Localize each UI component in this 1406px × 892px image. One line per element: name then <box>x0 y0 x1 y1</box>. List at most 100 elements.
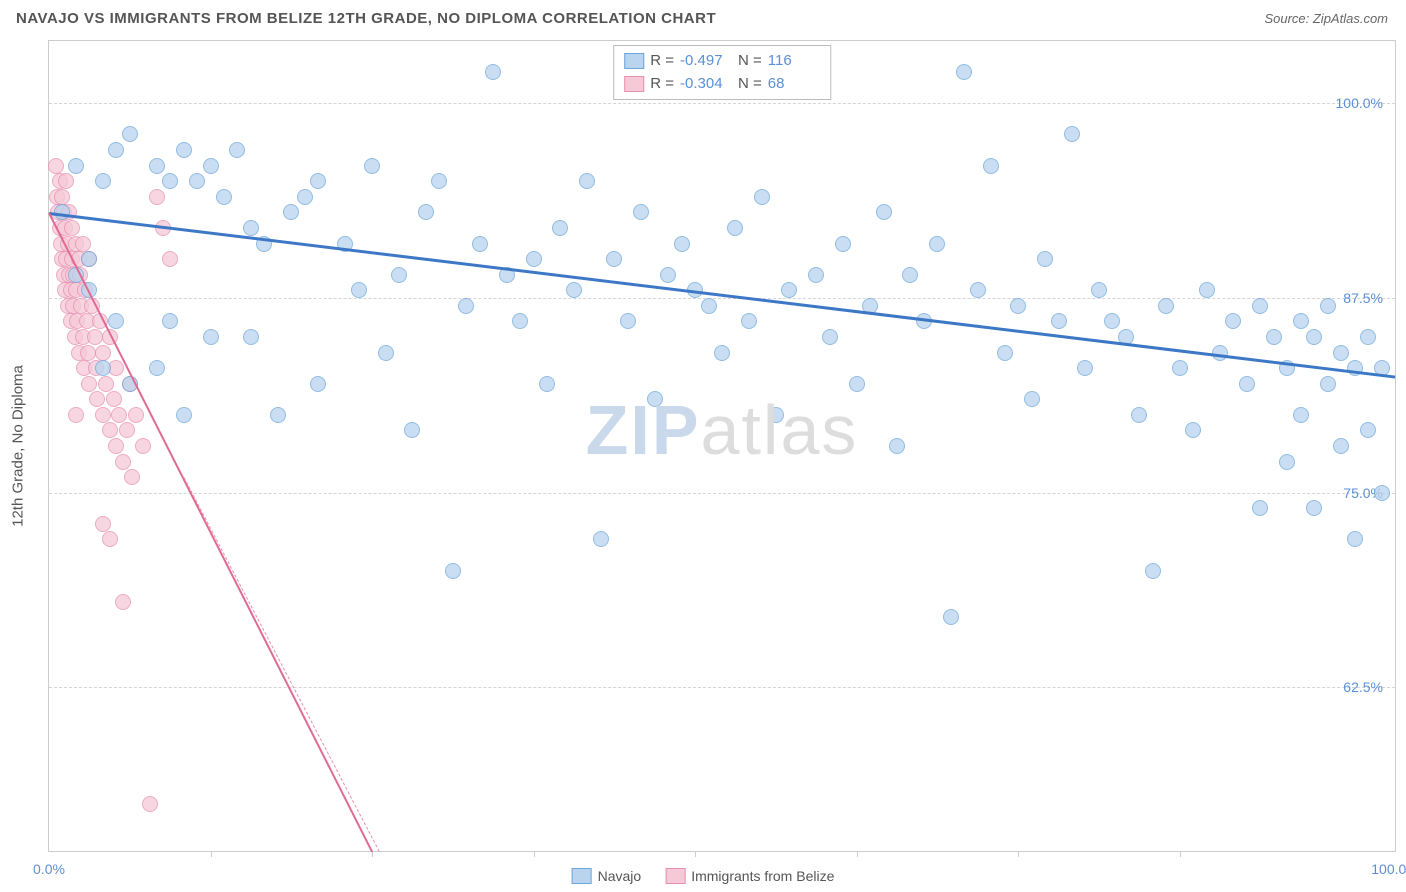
stats-row-belize: R = -0.304 N = 68 <box>624 73 820 96</box>
trendline-belize-ext <box>183 477 379 851</box>
marker-belize <box>58 173 74 189</box>
x-tick-mark <box>534 851 535 857</box>
marker-navajo <box>108 313 124 329</box>
marker-navajo <box>95 360 111 376</box>
marker-belize <box>98 376 114 392</box>
marker-navajo <box>701 298 717 314</box>
marker-belize <box>102 531 118 547</box>
marker-navajo <box>889 438 905 454</box>
legend-label-belize: Immigrants from Belize <box>691 868 834 884</box>
marker-navajo <box>404 422 420 438</box>
n-value-belize: 68 <box>768 73 820 96</box>
marker-belize <box>111 407 127 423</box>
marker-navajo <box>808 267 824 283</box>
marker-navajo <box>526 251 542 267</box>
marker-navajo <box>458 298 474 314</box>
marker-belize <box>80 345 96 361</box>
marker-navajo <box>1051 313 1067 329</box>
marker-navajo <box>485 64 501 80</box>
chart-plot-area: 62.5%75.0%87.5%100.0%0.0%100.0% ZIPatlas… <box>48 40 1396 852</box>
marker-navajo <box>835 236 851 252</box>
swatch-navajo <box>624 53 644 69</box>
marker-navajo <box>1091 282 1107 298</box>
marker-navajo <box>1185 422 1201 438</box>
r-label: R = <box>650 73 674 96</box>
marker-belize <box>81 376 97 392</box>
marker-navajo <box>970 282 986 298</box>
marker-navajo <box>243 329 259 345</box>
y-tick-label: 62.5% <box>1343 679 1383 695</box>
marker-navajo <box>929 236 945 252</box>
marker-navajo <box>176 142 192 158</box>
marker-belize <box>64 220 80 236</box>
marker-navajo <box>1239 376 1255 392</box>
marker-navajo <box>162 173 178 189</box>
marker-belize <box>128 407 144 423</box>
marker-belize <box>162 251 178 267</box>
marker-navajo <box>1293 313 1309 329</box>
marker-navajo <box>849 376 865 392</box>
marker-navajo <box>1064 126 1080 142</box>
marker-navajo <box>162 313 178 329</box>
marker-belize <box>135 438 151 454</box>
marker-navajo <box>1306 500 1322 516</box>
marker-navajo <box>674 236 690 252</box>
marker-belize <box>95 516 111 532</box>
marker-navajo <box>378 345 394 361</box>
legend-item-belize: Immigrants from Belize <box>665 868 834 884</box>
marker-navajo <box>310 376 326 392</box>
trendline-belize <box>48 213 373 853</box>
marker-navajo <box>431 173 447 189</box>
y-tick-label: 87.5% <box>1343 290 1383 306</box>
marker-belize <box>89 391 105 407</box>
n-label: N = <box>738 50 762 73</box>
marker-navajo <box>1024 391 1040 407</box>
marker-navajo <box>633 204 649 220</box>
marker-navajo <box>956 64 972 80</box>
marker-navajo <box>1252 298 1268 314</box>
marker-belize <box>106 391 122 407</box>
marker-navajo <box>1252 500 1268 516</box>
marker-navajo <box>203 329 219 345</box>
marker-navajo <box>876 204 892 220</box>
series-legend: Navajo Immigrants from Belize <box>572 868 835 884</box>
marker-navajo <box>1199 282 1215 298</box>
swatch-belize <box>624 76 644 92</box>
marker-navajo <box>714 345 730 361</box>
x-tick-mark <box>372 851 373 857</box>
x-tick-mark <box>695 851 696 857</box>
marker-navajo <box>647 391 663 407</box>
marker-navajo <box>1360 329 1376 345</box>
marker-belize <box>124 469 140 485</box>
gridline-h <box>49 103 1395 104</box>
x-tick-mark <box>211 851 212 857</box>
x-tick-label: 0.0% <box>33 861 65 877</box>
marker-navajo <box>539 376 555 392</box>
x-tick-label: 100.0% <box>1371 861 1406 877</box>
gridline-h <box>49 493 1395 494</box>
marker-navajo <box>1320 376 1336 392</box>
marker-navajo <box>1077 360 1093 376</box>
source-label: Source: ZipAtlas.com <box>1264 11 1388 26</box>
marker-navajo <box>68 158 84 174</box>
marker-navajo <box>983 158 999 174</box>
marker-navajo <box>270 407 286 423</box>
swatch-navajo <box>572 868 592 884</box>
marker-navajo <box>472 236 488 252</box>
marker-navajo <box>1104 313 1120 329</box>
marker-navajo <box>364 158 380 174</box>
marker-belize <box>115 594 131 610</box>
marker-navajo <box>1279 454 1295 470</box>
marker-navajo <box>1212 345 1228 361</box>
marker-navajo <box>81 251 97 267</box>
marker-navajo <box>243 220 259 236</box>
marker-navajo <box>754 189 770 205</box>
x-tick-mark <box>1018 851 1019 857</box>
marker-belize <box>95 345 111 361</box>
marker-navajo <box>768 407 784 423</box>
marker-belize <box>115 454 131 470</box>
marker-belize <box>95 407 111 423</box>
marker-navajo <box>216 189 232 205</box>
marker-navajo <box>1037 251 1053 267</box>
x-tick-mark <box>1180 851 1181 857</box>
